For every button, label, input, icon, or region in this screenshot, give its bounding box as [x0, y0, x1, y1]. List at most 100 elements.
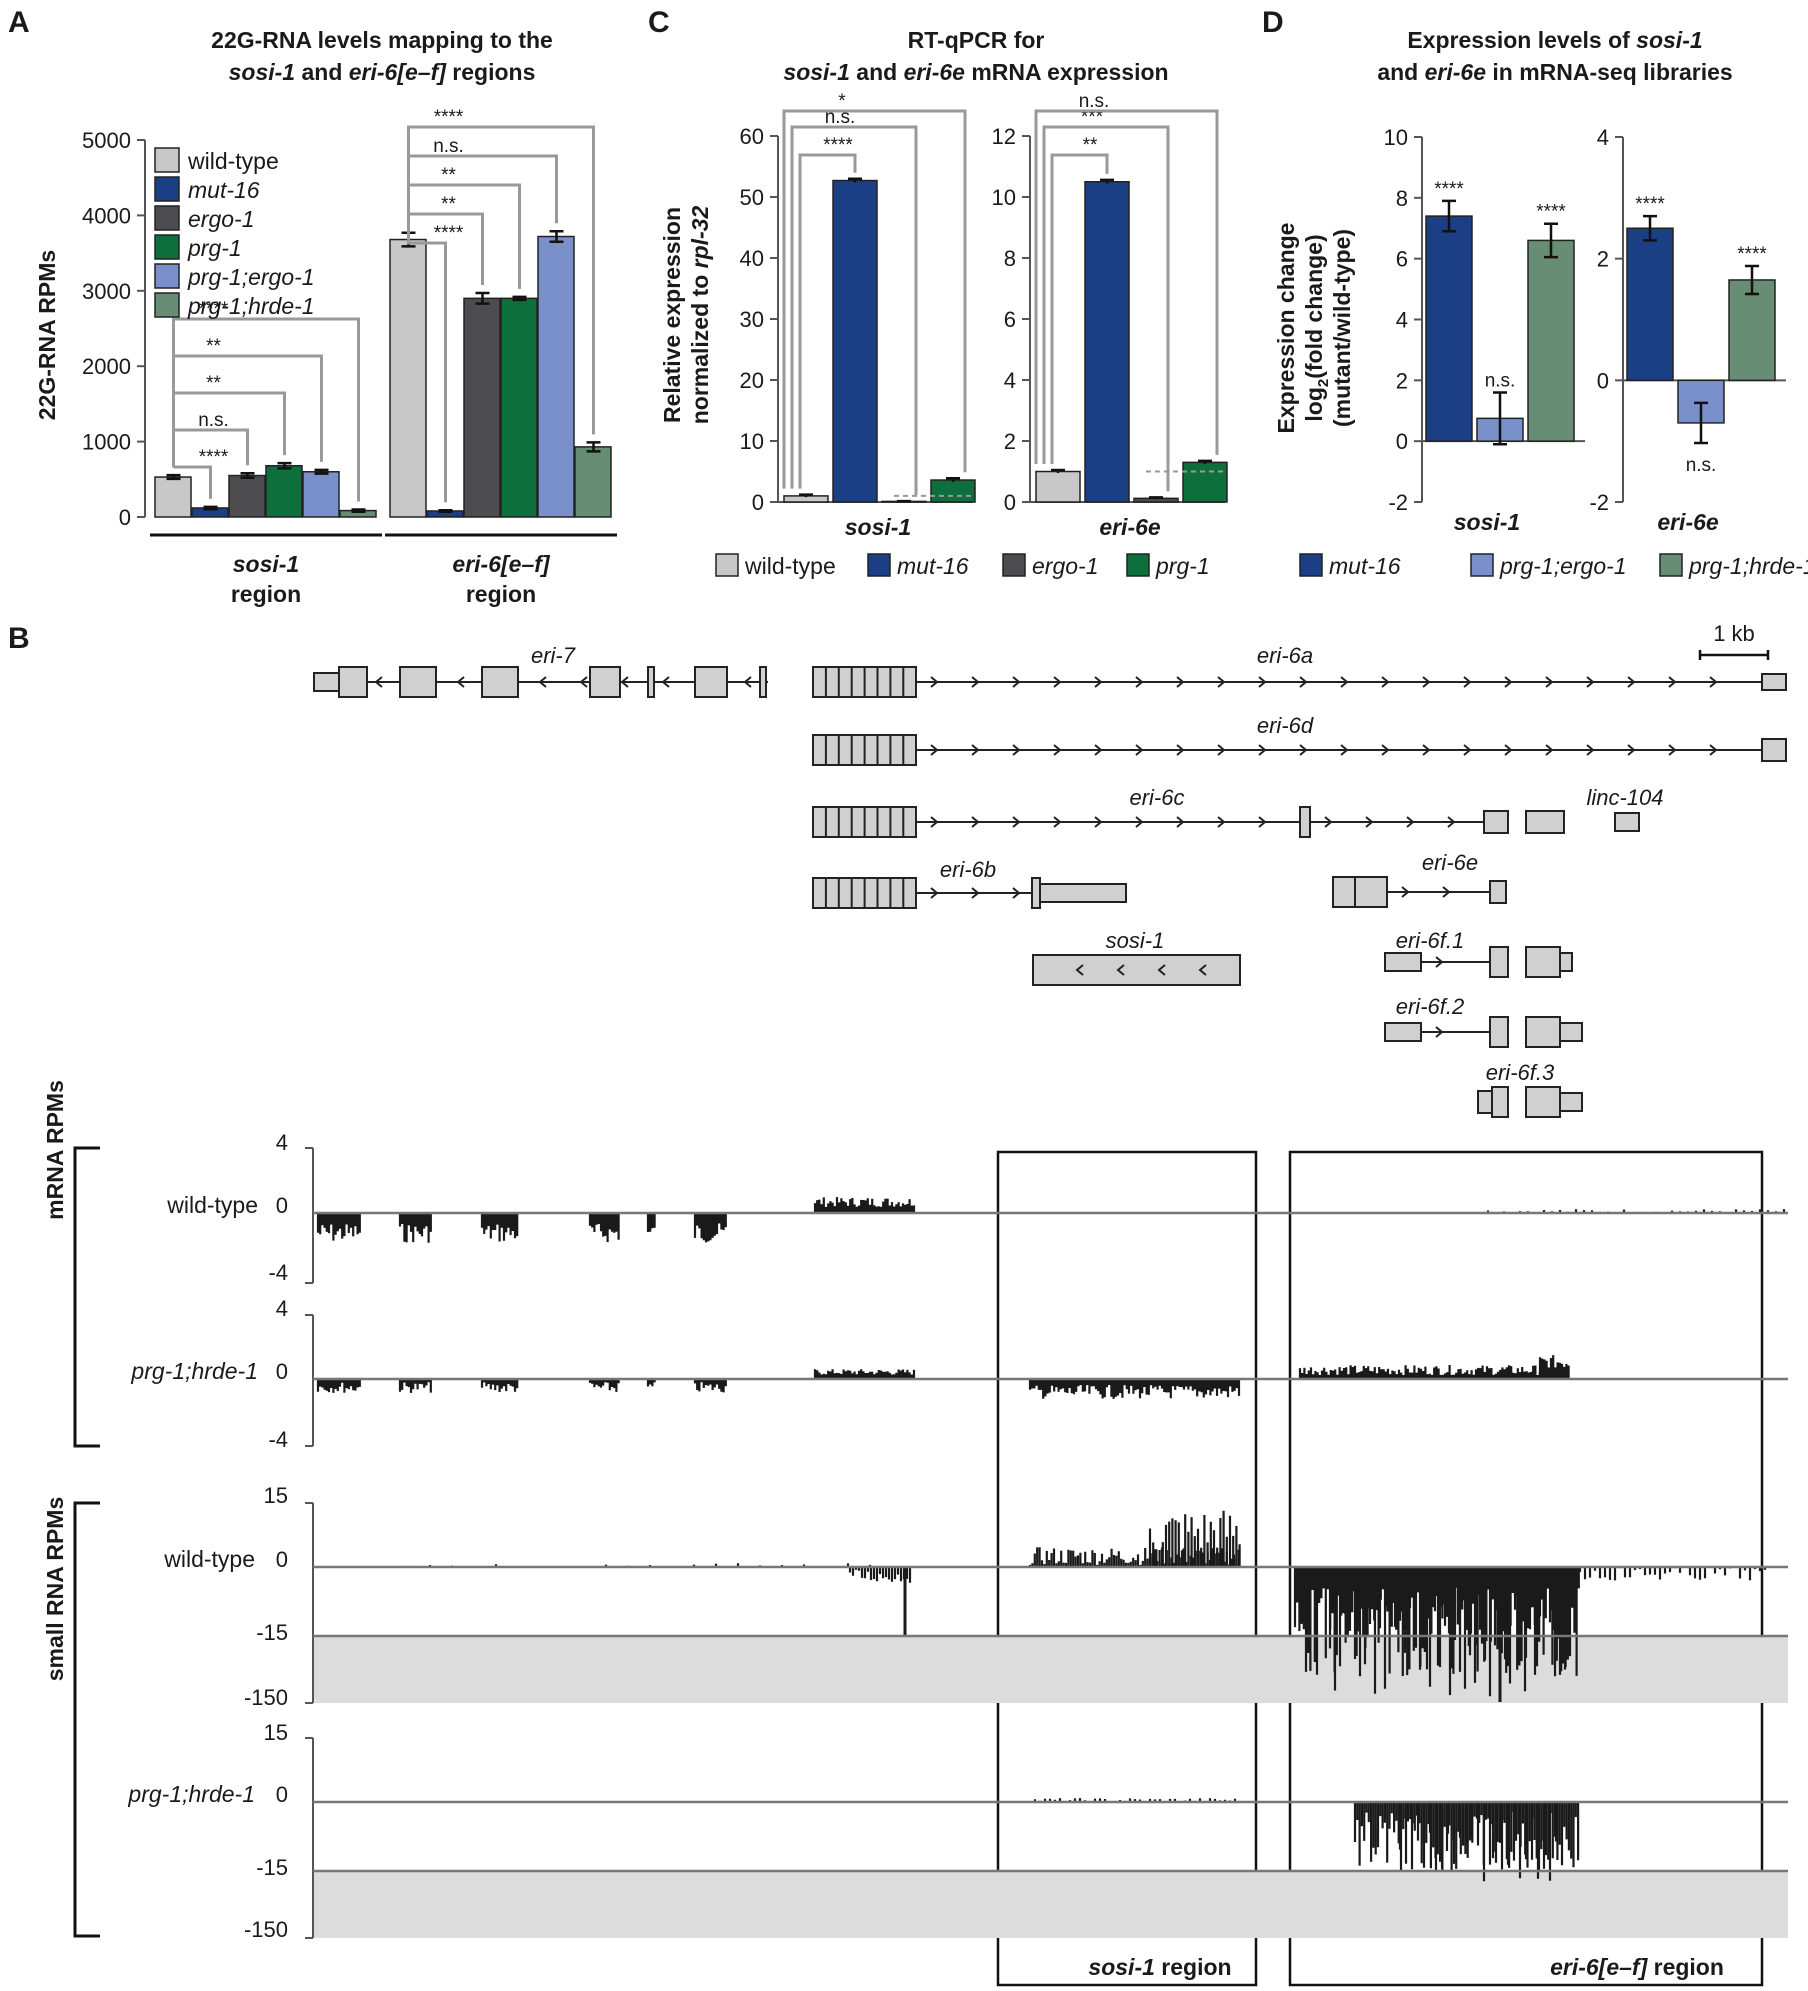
eri-6c-arrow: [1053, 816, 1062, 828]
panel-c-category-label-0: sosi-1: [845, 514, 911, 540]
panel-c-sig-bracket-0-1: [790, 125, 918, 496]
panel-d-y-tick-label-0-5: 8: [1396, 186, 1408, 211]
panel-a-sig-label-0-1: n.s.: [198, 410, 229, 431]
panel-d-ylabel: Expression change log2(fold change) (mut…: [1273, 223, 1355, 434]
panel-d-label: D: [1262, 6, 1284, 39]
eri-6c-exon: [1483, 810, 1509, 834]
panel-a-errbar-0-4: [314, 468, 329, 475]
panel-c-y-tick-label-0-0: 0: [752, 490, 764, 515]
eri-7-arrow: [743, 676, 752, 688]
eri-6d-arrow: [1299, 744, 1308, 756]
panel-d-y-tick-label-0-2: 2: [1396, 368, 1408, 393]
panel-d-errbar-1-2: [1745, 264, 1759, 296]
panel-c: C RT-qPCR for sosi-1 and eri-6e mRNA exp…: [648, 6, 1228, 579]
mrna-wt-pos-signal: [813, 1197, 916, 1213]
panel-a-legend-swatch-mut-16: [154, 176, 180, 202]
panel-a-sig-label-1-3: n.s.: [433, 136, 464, 157]
panel-a-group-label-1: eri-6[e–f]: [452, 551, 550, 577]
eri-7-arrow: [620, 676, 629, 688]
gene-label-eri-6f-1: eri-6f.1: [1396, 928, 1464, 953]
eri-6f-3-exon: [1525, 1086, 1561, 1118]
eri-6d-arrow: [1463, 744, 1472, 756]
panel-a-errbar-1-5: [586, 441, 601, 453]
panel-d-y-tick-label-0-1: 0: [1396, 429, 1408, 454]
scale-bar-label: 1 kb: [1713, 621, 1755, 646]
small-mut-shade: [313, 1871, 1788, 1938]
panel-d-y-tick-label-1-3: 4: [1597, 125, 1609, 150]
eri-6b-exon: [1039, 883, 1127, 903]
panel-d-legend-label-prg-1-hrde-1: prg-1;hrde-1: [1688, 553, 1808, 579]
small-mut-tick-minus15: -15: [256, 1855, 288, 1880]
panel-d-sig-label-1-2: ****: [1737, 244, 1767, 265]
panel-d-errbar-0-1: [1493, 391, 1507, 446]
eri-6d-arrow: [1381, 744, 1390, 756]
eri-6d-arrow: [1258, 744, 1267, 756]
panel-d-title-gene2: eri-6e: [1425, 59, 1487, 85]
panel-d-y-tick-label-0-6: 10: [1384, 125, 1408, 150]
eri-6d-arrow: [1504, 744, 1513, 756]
panel-d-y-tick-label-1-0: -2: [1589, 490, 1609, 515]
panel-a-legend-swatch-prg-1-ergo-1: [154, 263, 180, 289]
sosi-1-arrow: [1157, 964, 1166, 976]
eri-6a-arrow: [1053, 676, 1062, 688]
mrna-wt-neg-signal-3: [588, 1213, 620, 1243]
gene-label-linc-104: linc-104: [1586, 785, 1663, 810]
panel-c-ylabel-gene: rpl-32: [687, 206, 713, 269]
panel-a-bar-0-4: [302, 471, 340, 518]
mrna-mut-tick-4: 4: [276, 1296, 288, 1321]
linc-104-exon: [1614, 812, 1640, 832]
panel-c-errbar-1-3: [1198, 459, 1212, 464]
eri-6d-arrow: [1668, 744, 1677, 756]
panel-d: D Expression levels of sosi-1 and eri-6e…: [1262, 6, 1808, 579]
eri-6d-arrow: [1176, 744, 1185, 756]
panel-d-y-tick-label-1-1: 0: [1597, 368, 1609, 393]
gene-label-eri-6c: eri-6c: [1129, 785, 1184, 810]
gene-label-sosi-1: sosi-1: [1106, 928, 1165, 953]
panel-c-errbar-0-2: [897, 499, 911, 503]
panel-a-bar-0-2: [228, 474, 266, 518]
panel-c-errbar-0-0: [799, 493, 813, 498]
panel-c-errbar-1-2: [1149, 496, 1163, 500]
panel-d-sig-label-0-2: ****: [1536, 202, 1566, 223]
eri-6f-2-exon: [1384, 1022, 1422, 1042]
panel-c-y-tick-label-1-4: 8: [1004, 246, 1016, 271]
panel-a-sig-label-1-2: **: [441, 165, 456, 186]
panel-d-ylabel-sub: 2: [1315, 379, 1332, 387]
panel-a-sig-bracket-1-4: [407, 125, 595, 435]
sosi-1-region-label: sosi-1 region: [1088, 1954, 1231, 1980]
eri-7-exon: [647, 666, 655, 698]
panel-a-y-tick-label-2: 2000: [82, 354, 131, 379]
panel-c-errbar-0-1: [848, 177, 862, 183]
panel-a-group-sublabel-0: region: [231, 581, 301, 607]
gene-label-eri-6b: eri-6b: [940, 857, 996, 882]
panel-d-sig-label-1-0: ****: [1635, 194, 1665, 215]
small-wt-eri6-neg-peaks: [1328, 1567, 1567, 1697]
panel-a-bar-1-3: [500, 297, 538, 518]
panel-c-title-gene1: sosi-1: [783, 59, 849, 85]
panel-d-errbar-1-1: [1694, 401, 1708, 445]
eri-6d-arrow: [1709, 744, 1718, 756]
panel-a-sig-bracket-1-0: [407, 224, 447, 503]
eri-6d-arrow: [971, 744, 980, 756]
panel-b: B 1 kb eri-7 eri-6a eri-6d eri-6c linc-1…: [8, 621, 1788, 1987]
panel-a-bar-1-2: [463, 297, 501, 518]
eri-6f-2-exon: [1525, 1016, 1561, 1048]
eri-6c-arrow: [1258, 816, 1267, 828]
panel-d-sig-label-0-0: ****: [1434, 179, 1464, 200]
mrna-wt-tick-4: 4: [276, 1130, 288, 1155]
eri-6f-1-exon: [1559, 952, 1573, 972]
gene-label-eri-6f-3: eri-6f.3: [1486, 1060, 1555, 1085]
panel-c-y-tick-label-0-3: 30: [740, 307, 764, 332]
panel-a-y-tick-label-4: 4000: [82, 203, 131, 228]
panel-d-category-label-1: eri-6e: [1657, 509, 1719, 535]
panel-c-title-end: mRNA expression: [965, 59, 1169, 85]
panel-a-sig-label-1-1: **: [441, 194, 456, 215]
gene-label-eri-6a: eri-6a: [1257, 643, 1313, 668]
panel-c-legend-label-ergo-1: ergo-1: [1032, 553, 1098, 579]
panel-d-legend-swatch-mut-16: [1299, 553, 1323, 577]
panel-a-legend-swatch-prg-1: [154, 234, 180, 260]
eri-6d-arrow: [1586, 744, 1595, 756]
panel-c-errbar-1-1: [1100, 178, 1114, 184]
eri-6a-arrow: [1627, 676, 1636, 688]
